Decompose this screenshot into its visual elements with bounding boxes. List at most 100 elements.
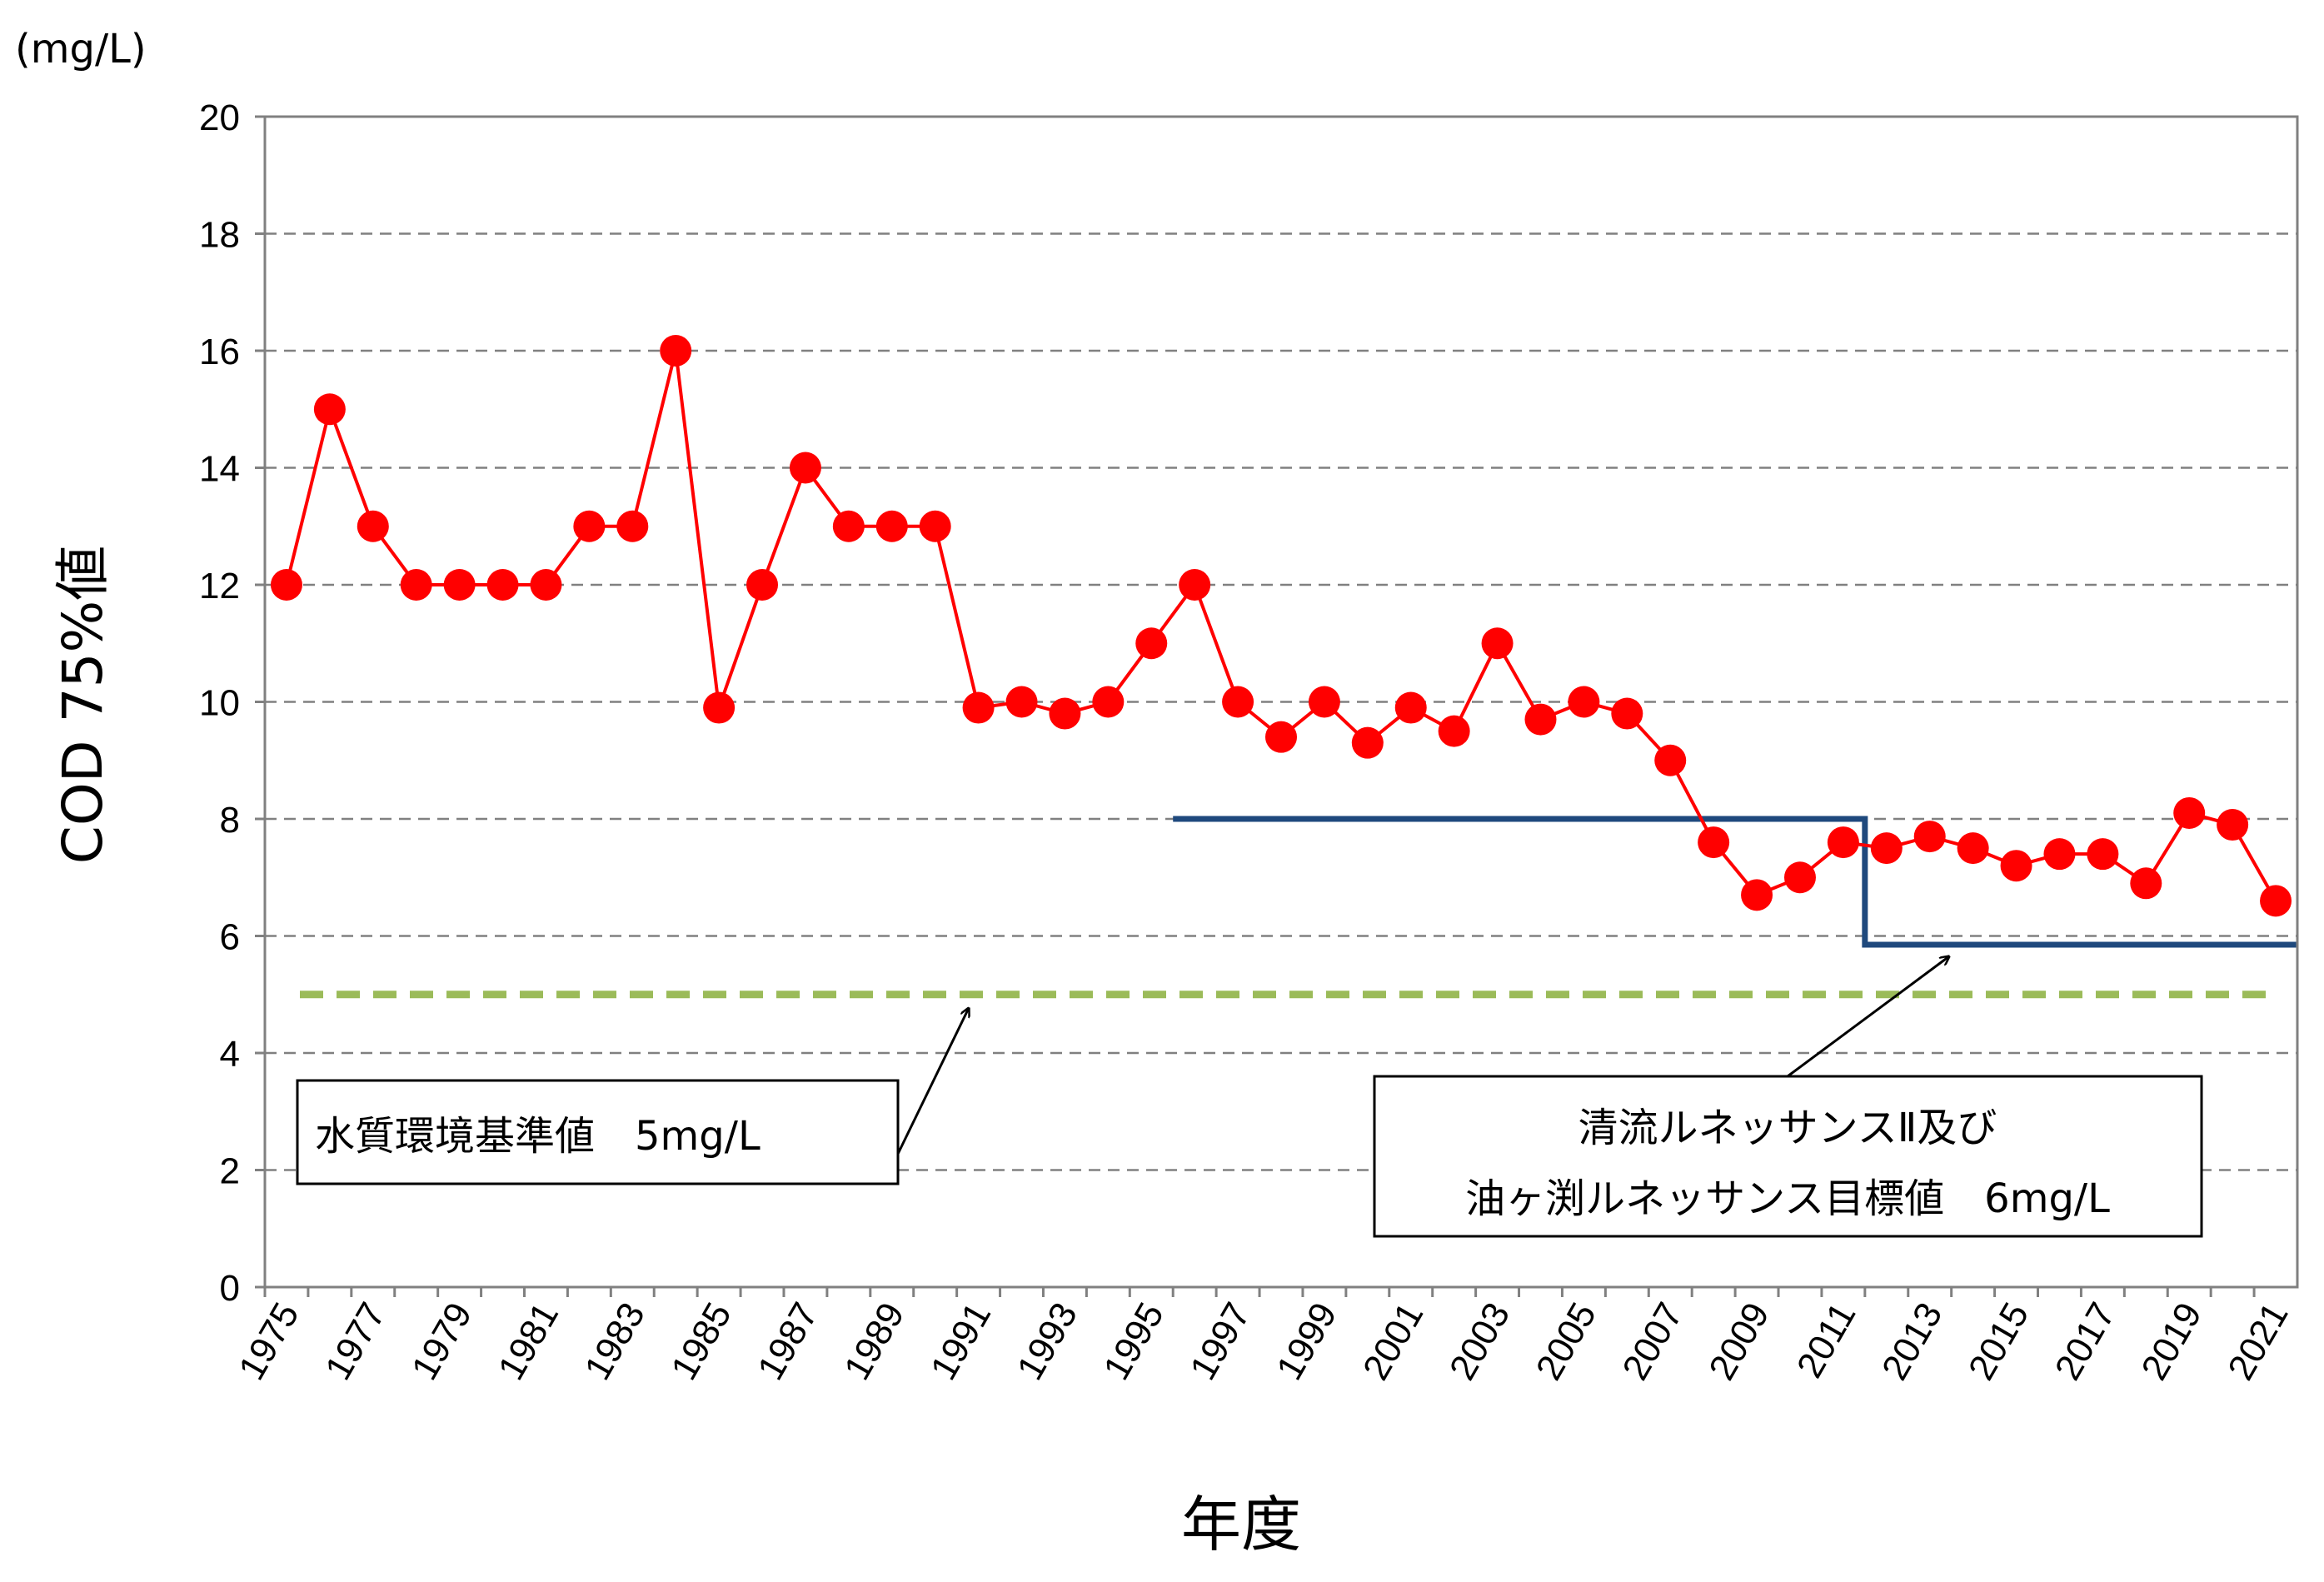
target-callout-label-line1: 清流ルネッサンスⅡ及び — [1578, 1105, 1997, 1151]
data-point — [530, 569, 562, 601]
x-tick-label: 1975 — [231, 1296, 307, 1387]
data-point — [1741, 879, 1773, 911]
data-point — [1222, 686, 1254, 718]
x-tick-label: 1977 — [317, 1296, 393, 1387]
x-tick-label: 1981 — [491, 1296, 566, 1387]
y-tick-label: 0 — [220, 1268, 240, 1309]
x-tick-label: 1995 — [1096, 1296, 1172, 1387]
y-tick-label: 10 — [199, 683, 240, 724]
data-point — [2087, 838, 2119, 871]
data-point — [1827, 826, 1859, 859]
data-point — [1092, 686, 1125, 718]
x-tick-labels: 1975 1977 1979 1981 1983 1985 1987 1989 1991 1993… — [231, 1296, 2296, 1387]
data-point — [486, 569, 519, 601]
y-tick-label: 14 — [199, 449, 240, 490]
x-tick-label: 1999 — [1269, 1296, 1344, 1387]
x-tick-label: 1987 — [750, 1296, 825, 1387]
x-axis-title: 年度 — [1181, 1490, 1301, 1560]
x-tick-label: 1991 — [923, 1296, 999, 1387]
x-tick-label: 1993 — [1010, 1296, 1085, 1387]
x-tick-label: 2021 — [2220, 1296, 2296, 1387]
data-point — [746, 569, 779, 601]
data-point — [1135, 627, 1168, 660]
data-point — [1265, 721, 1297, 753]
data-point — [962, 691, 995, 724]
x-tick-label: 2003 — [1442, 1296, 1518, 1387]
data-point — [919, 510, 951, 542]
data-point — [313, 393, 346, 426]
data-point — [1611, 697, 1643, 730]
data-point — [2130, 867, 2162, 900]
data-point — [357, 510, 389, 542]
x-tick-label: 2013 — [1874, 1296, 1950, 1387]
data-point — [703, 691, 736, 724]
data-point — [270, 569, 302, 601]
data-point — [1179, 569, 1211, 601]
target-step-line — [1173, 816, 2297, 948]
x-tick-label: 1979 — [404, 1296, 480, 1387]
data-point — [1005, 686, 1038, 718]
data-point — [616, 510, 649, 542]
data-point — [832, 510, 865, 542]
data-point — [1913, 821, 1946, 853]
data-point — [1568, 686, 1600, 718]
data-point — [400, 569, 432, 601]
data-point — [789, 452, 821, 484]
annotations: 水質環境基準値 5mg/L 清流ルネッサンスⅡ及び 油ヶ渕ルネッサンス目標値 6… — [296, 956, 2203, 1238]
data-point — [1394, 691, 1427, 724]
data-point — [1783, 861, 1816, 894]
y-tick-label: 4 — [220, 1034, 240, 1075]
standard-callout-arrow — [896, 1008, 969, 1155]
y-tick-label: 2 — [220, 1151, 240, 1192]
x-tick-label: 2001 — [1355, 1296, 1431, 1387]
data-point — [660, 335, 692, 367]
data-point — [2043, 838, 2076, 871]
cod-series — [270, 335, 2292, 917]
y-tick-labels: 0 2 4 6 8 10 12 14 16 18 20 — [199, 97, 240, 1309]
data-point — [1438, 715, 1470, 747]
x-tick-label: 1985 — [663, 1296, 739, 1387]
data-point — [1308, 686, 1340, 718]
data-point — [2000, 850, 2032, 882]
x-tick-label: 2011 — [1789, 1296, 1864, 1385]
y-tick-label: 6 — [220, 917, 240, 958]
plot-frame — [255, 115, 2299, 1297]
y-tick-label: 16 — [199, 332, 240, 372]
data-point — [1351, 726, 1384, 759]
data-point — [1654, 744, 1687, 776]
target-callout-arrow — [1787, 956, 1949, 1078]
standard-callout-label: 水質環境基準値 5mg/L — [315, 1113, 761, 1160]
data-point — [2260, 885, 2292, 917]
target-callout-box — [1373, 1075, 2203, 1238]
y-tick-label: 20 — [199, 97, 240, 138]
target-callout-label-line2: 油ヶ渕ルネッサンス目標値 6mg/L — [1465, 1175, 2110, 1222]
data-point — [1698, 826, 1730, 859]
data-point — [1481, 627, 1514, 660]
data-point — [2217, 809, 2249, 841]
data-point — [1049, 697, 1081, 730]
x-tick-label: 1983 — [577, 1296, 653, 1387]
y-axis-title: COD 75%値 — [51, 546, 115, 865]
x-tick-label: 2005 — [1529, 1296, 1604, 1387]
x-tick-label: 2015 — [1961, 1296, 2037, 1387]
x-tick-label: 1989 — [836, 1296, 912, 1387]
data-point — [875, 510, 908, 542]
data-point — [1524, 703, 1557, 736]
data-point — [1957, 832, 1989, 865]
x-tick-label: 2019 — [2133, 1296, 2209, 1387]
data-point — [2173, 796, 2206, 829]
data-point — [573, 510, 606, 542]
x-tick-label: 2017 — [2047, 1296, 2123, 1387]
x-tick-label: 2009 — [1701, 1296, 1777, 1387]
y-tick-label: 8 — [220, 800, 240, 841]
x-tick-label: 1997 — [1182, 1296, 1258, 1387]
data-point — [443, 569, 476, 601]
gridlines — [265, 232, 2297, 1171]
y-tick-label: 12 — [199, 566, 240, 606]
data-point — [1870, 832, 1903, 865]
standard-callout-box — [296, 1079, 900, 1185]
x-tick-label: 2007 — [1615, 1296, 1691, 1387]
renaissance-target-line — [1173, 816, 2297, 948]
y-tick-label: 18 — [199, 215, 240, 256]
